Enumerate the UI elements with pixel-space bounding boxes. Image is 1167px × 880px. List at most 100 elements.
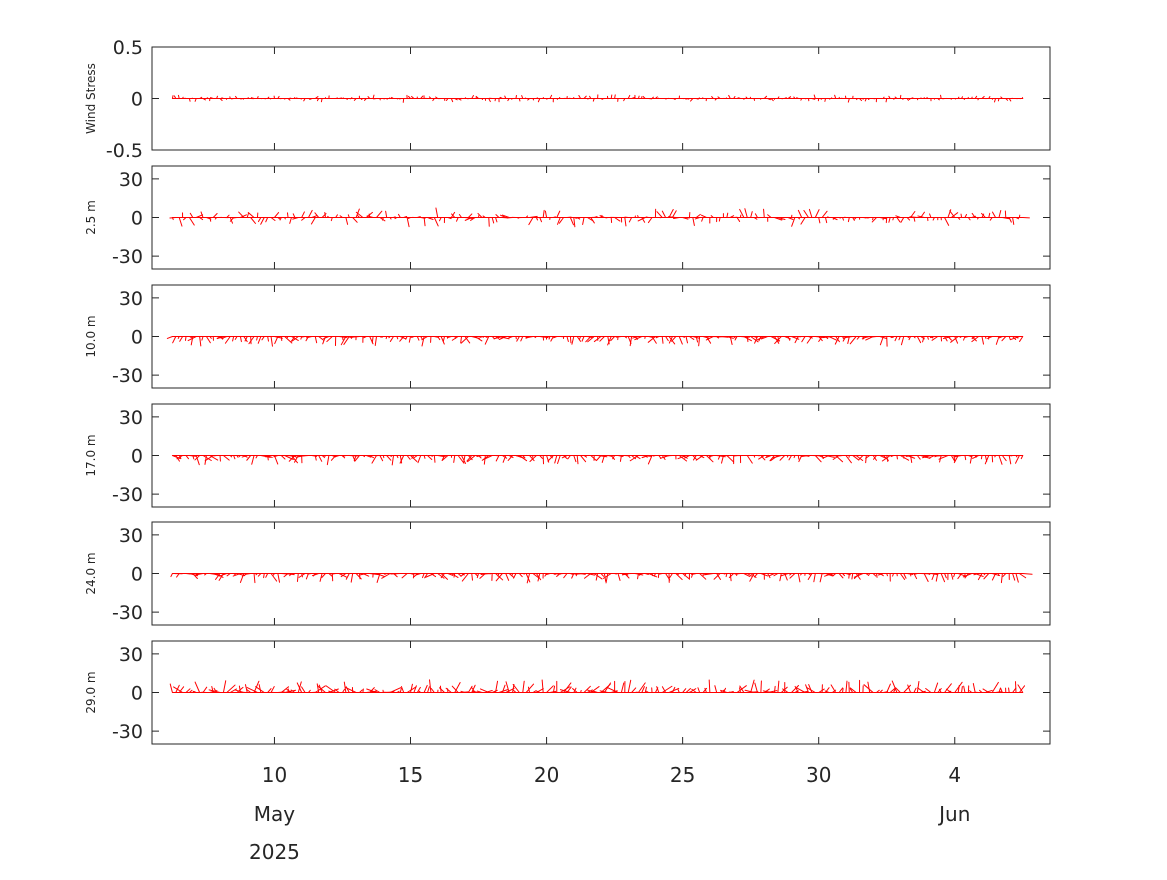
stick-vector <box>551 337 554 342</box>
stick-vector <box>573 689 578 693</box>
stick-vector <box>829 99 830 100</box>
stick-vector <box>496 218 497 222</box>
stick-vector <box>200 337 201 346</box>
stick-vector <box>172 96 173 99</box>
stick-vector <box>574 218 575 227</box>
stick-vector <box>632 688 636 693</box>
stick-vector <box>468 214 472 218</box>
stick-vector <box>819 218 820 223</box>
stick-vector <box>380 456 383 461</box>
stick-vector <box>581 690 582 692</box>
stick-vector <box>1016 574 1018 583</box>
stick-vector <box>227 685 235 692</box>
stick-vector <box>964 686 965 692</box>
stick-vector <box>170 684 172 692</box>
y-axis-label: Wind Stress <box>84 63 98 134</box>
stick-vector <box>202 337 203 341</box>
stick-vector <box>852 574 853 579</box>
stick-vector <box>616 337 621 338</box>
stick-vector <box>332 574 336 575</box>
x-month-label: May <box>254 802 296 826</box>
stick-vector <box>683 337 685 338</box>
stick-vector <box>1020 337 1023 342</box>
stick-vector <box>754 574 757 577</box>
stick-vector <box>737 218 740 222</box>
stick-vector <box>173 337 176 343</box>
stick-vector <box>814 95 815 99</box>
stick-vector <box>341 337 346 345</box>
stick-vector <box>690 692 693 693</box>
stick-vector <box>662 211 665 217</box>
y-tick-label: 30 <box>119 525 143 547</box>
stick-vector <box>582 337 584 342</box>
stick-vector <box>570 337 571 343</box>
stick-vector <box>727 456 734 462</box>
stick-vector <box>670 574 673 578</box>
y-tick-label: 30 <box>119 169 143 191</box>
stick-vector <box>646 217 649 218</box>
stick-vector <box>897 218 900 222</box>
stick-vector <box>683 689 686 693</box>
stick-vector <box>386 211 387 217</box>
stick-vector <box>648 218 652 223</box>
stick-vector <box>401 687 403 693</box>
stick-vector <box>183 97 184 98</box>
stick-vector <box>383 218 384 221</box>
stick-vectors <box>170 680 1024 693</box>
stick-vector <box>985 337 986 339</box>
stick-vector <box>258 337 261 344</box>
stick-vector <box>484 456 485 465</box>
stick-vector <box>321 99 322 102</box>
stick-vector <box>930 214 931 218</box>
stick-vector <box>747 456 752 464</box>
stick-vector <box>373 95 374 98</box>
stick-vector <box>414 686 416 693</box>
stick-vector <box>843 689 844 693</box>
stick-vector <box>346 218 348 225</box>
stick-vector <box>353 218 357 223</box>
stick-vector <box>798 210 801 217</box>
stick-vector <box>698 688 700 693</box>
stick-vector <box>964 99 965 100</box>
stick-vector <box>727 213 728 217</box>
stick-vector <box>315 213 319 218</box>
stick-vector <box>615 218 620 222</box>
stick-vector <box>754 456 755 458</box>
stick-vector <box>439 688 444 693</box>
stick-vector <box>285 218 286 219</box>
stick-vector <box>568 456 571 459</box>
stick-vector <box>693 218 695 226</box>
y-tick-label: -30 <box>112 484 143 506</box>
stick-vector <box>275 337 278 344</box>
stick-vector <box>407 456 410 460</box>
stick-vector <box>482 99 483 100</box>
stick-vector <box>206 337 210 343</box>
stick-vector <box>846 681 847 692</box>
stick-vector <box>958 686 959 693</box>
stick-vector <box>278 574 280 583</box>
stick-vector <box>210 218 211 222</box>
stick-vector <box>206 98 207 99</box>
stick-vector <box>678 689 679 693</box>
stick-vector <box>814 574 815 582</box>
stick-vector <box>392 456 393 465</box>
stick-vector <box>886 99 887 102</box>
stick-vector <box>496 456 499 461</box>
stick-vector <box>615 574 617 575</box>
stick-vector <box>999 456 1002 465</box>
stick-vector <box>271 687 274 693</box>
stick-vector <box>257 337 258 341</box>
stick-vector <box>926 688 931 692</box>
stick-vector <box>917 681 919 692</box>
stick-vector <box>583 218 584 225</box>
stick-vector <box>755 214 757 218</box>
stick-vector <box>901 337 903 345</box>
stick-vector <box>798 574 800 582</box>
stick-vector <box>240 99 241 100</box>
stick-vector <box>528 687 529 692</box>
stick-vector <box>737 98 739 99</box>
stick-vector <box>434 456 435 463</box>
stick-vector <box>998 574 999 576</box>
stick-vector <box>542 680 543 693</box>
